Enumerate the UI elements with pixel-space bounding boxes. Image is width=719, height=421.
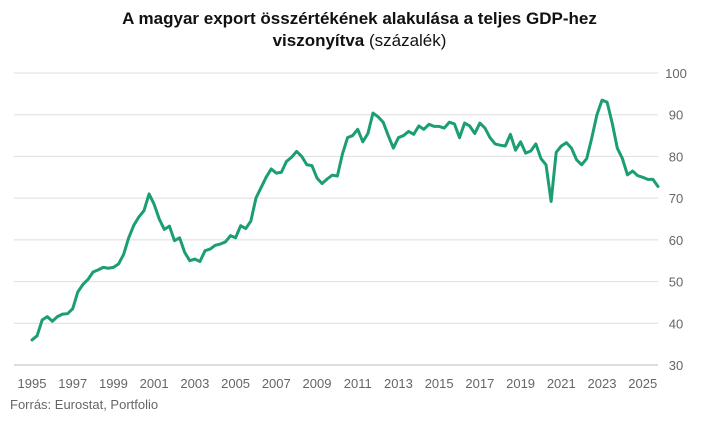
chart-title: A magyar export összértékének alakulása … (0, 8, 719, 52)
x-tick-label: 2005 (221, 376, 250, 391)
x-tick-label: 2025 (628, 376, 657, 391)
y-axis-ticks: 30 40 50 60 70 80 90 100 (665, 66, 687, 373)
series-layer (30, 98, 660, 342)
x-tick-label: 1999 (99, 376, 128, 391)
series-line-0 (30, 98, 660, 342)
x-tick-label: 2017 (465, 376, 494, 391)
y-tick-label: 30 (669, 358, 683, 373)
x-tick-label: 2011 (344, 376, 372, 391)
source-note: Forrás: Eurostat, Portfolio (10, 397, 159, 412)
chart-title-line1: A magyar export összértékének alakulása … (122, 9, 597, 28)
y-tick-label: 50 (669, 275, 683, 290)
x-tick-label: 1997 (58, 376, 87, 391)
y-tick-label: 60 (669, 233, 683, 248)
x-tick-label: 2001 (140, 376, 169, 391)
y-tick-label: 40 (669, 316, 683, 331)
x-tick-label: 2013 (384, 376, 413, 391)
x-tick-label: 2019 (506, 376, 535, 391)
x-tick-label: 2003 (180, 376, 209, 391)
y-tick-label: 100 (665, 66, 687, 81)
y-tick-label: 70 (669, 191, 683, 206)
x-tick-label: 2023 (588, 376, 617, 391)
chart-title-line2: viszonyítva (272, 31, 365, 50)
x-axis-ticks: 1995 1997 1999 2001 2003 2005 2007 2009 2011 2013… (18, 376, 658, 391)
x-tick-label: 2007 (262, 376, 291, 391)
y-tick-label: 90 (669, 108, 683, 123)
x-tick-label: 2015 (425, 376, 454, 391)
gridlines (14, 72, 658, 366)
x-tick-label: 2009 (303, 376, 332, 391)
x-tick-label: 1995 (18, 376, 47, 391)
y-tick-label: 80 (669, 149, 683, 164)
x-tick-label: 2021 (547, 376, 576, 391)
chart-title-unit: (százalék) (364, 31, 447, 50)
